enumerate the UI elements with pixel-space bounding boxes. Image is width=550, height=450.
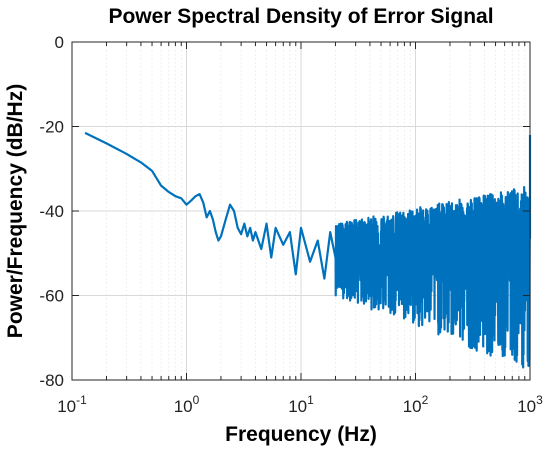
x-tick-exponent: 2 — [422, 393, 429, 407]
x-tick-base: 10 — [174, 397, 193, 416]
y-axis-label: Power/Frequency (dB/Hz) — [4, 84, 27, 338]
grid — [71, 41, 531, 381]
x-tick-exponent: -1 — [76, 393, 87, 407]
y-tick-label: -20 — [39, 118, 64, 137]
series-layer — [84, 131, 532, 369]
x-tick-exponent: 0 — [193, 393, 200, 407]
y-tick-label: -40 — [39, 202, 64, 221]
x-tick-base: 10 — [57, 397, 76, 416]
x-tick-base: 10 — [517, 397, 536, 416]
x-axis-label: Frequency (Hz) — [225, 423, 377, 446]
x-tick-exponent: 3 — [536, 393, 543, 407]
y-tick-label: 0 — [55, 33, 64, 52]
x-tick-exponent: 1 — [307, 393, 314, 407]
x-tick-label: 102 — [403, 393, 429, 416]
x-tick-base: 10 — [288, 397, 307, 416]
x-tick-labels: 10-1 100 101 102 103 — [57, 393, 543, 416]
x-tick-base: 10 — [403, 397, 422, 416]
chart-title: Power Spectral Density of Error Signal — [108, 5, 493, 28]
x-tick-label: 100 — [174, 393, 200, 416]
x-tick-label: 103 — [517, 393, 543, 416]
x-tick-label: 101 — [288, 393, 314, 416]
y-tick-labels: 0 -20 -40 -60 -80 — [39, 33, 64, 390]
psd-series-line — [84, 131, 532, 369]
y-tick-label: -60 — [39, 287, 64, 306]
y-tick-label: -80 — [39, 371, 64, 390]
tick-marks — [71, 41, 531, 381]
x-tick-label: 10-1 — [57, 393, 87, 416]
